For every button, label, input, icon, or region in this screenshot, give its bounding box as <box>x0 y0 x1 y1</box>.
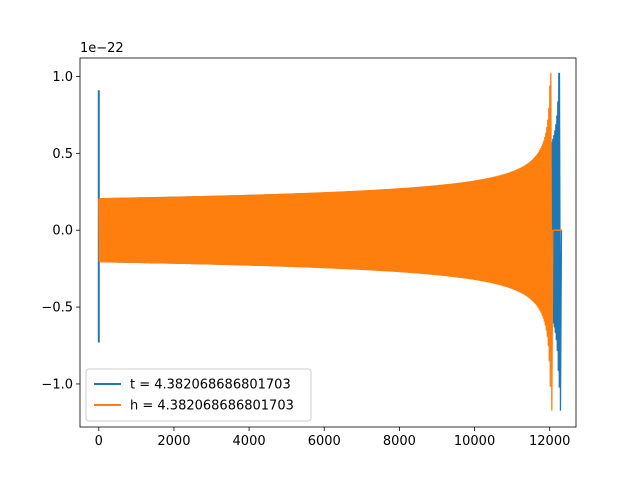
y-tick-label: 1.0 <box>52 70 73 85</box>
x-tick-label: 10000 <box>454 434 495 449</box>
axes-frame <box>79 57 577 428</box>
plot-area <box>97 72 563 411</box>
x-tick-label: 12000 <box>529 434 570 449</box>
y-tick-label: 0.0 <box>52 224 73 239</box>
legend-label: t = 4.382068686801703 <box>130 378 291 393</box>
legend-label: h = 4.382068686801703 <box>130 399 294 414</box>
x-tick-label: 6000 <box>308 434 341 449</box>
series-line <box>98 72 563 411</box>
x-tick-label: 4000 <box>233 434 266 449</box>
legend-box <box>85 368 312 422</box>
y-offset-text: 1e−22 <box>80 41 124 56</box>
legend: t = 4.382068686801703 h = 4.3820686868017… <box>85 368 312 422</box>
y-tick-label: −1.0 <box>41 377 73 392</box>
axes: 0 2000 4000 6000 8000 10000 12000 −1.0 −0.5 0.0 0.… <box>41 57 577 449</box>
series-h <box>98 72 563 411</box>
y-tick-label: 0.5 <box>52 147 73 162</box>
x-tick-label: 2000 <box>157 434 190 449</box>
x-tick-label: 0 <box>95 434 103 449</box>
y-tick-label: −0.5 <box>41 301 73 316</box>
x-tick-label: 8000 <box>383 434 416 449</box>
